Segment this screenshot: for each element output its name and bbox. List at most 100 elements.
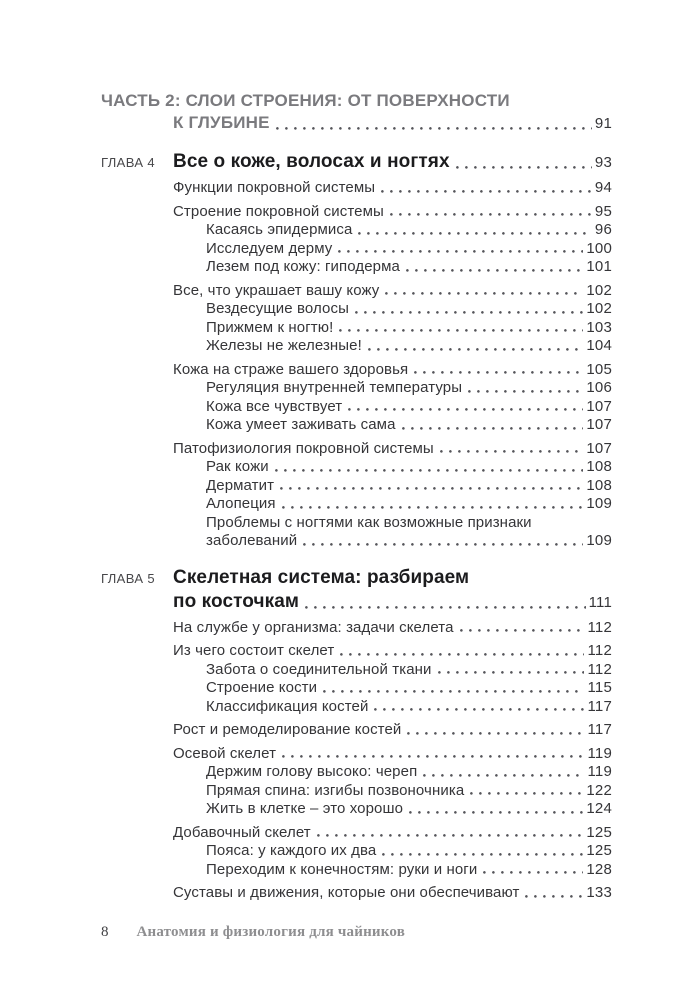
toc-entry-line: Дерматит 108 bbox=[206, 476, 612, 495]
toc-entry-line: Кожа на страже вашего здоровья 105 bbox=[173, 360, 612, 379]
toc-entry: Кожа умеет заживать сама 107 bbox=[173, 416, 612, 435]
dot-leader bbox=[348, 397, 584, 416]
chapter-label: ГЛАВА 4 bbox=[101, 155, 156, 170]
toc-entry: Патофизиология покровной системы 107 bbox=[173, 439, 612, 458]
entry-page-number: 125 bbox=[586, 842, 612, 859]
entry-label: Рак кожи bbox=[206, 458, 269, 475]
toc-entry: Кожа на страже вашего здоровья 105 bbox=[173, 360, 612, 379]
dot-leader bbox=[401, 416, 584, 435]
entry-label: Все, что украшает вашу кожу bbox=[173, 281, 380, 299]
toc-entry-line: Классификация костей 117 bbox=[206, 697, 612, 716]
toc-entry: Регуляция внутренней температуры 106 bbox=[173, 379, 612, 398]
entry-label: Кожа на страже вашего здоровья bbox=[173, 360, 409, 378]
toc-entry-line: Суставы и движения, которые они обеспечи… bbox=[173, 884, 612, 903]
dot-leader bbox=[280, 476, 584, 495]
entry-label: Пояса: у каждого их два bbox=[206, 842, 377, 859]
dot-leader bbox=[367, 337, 584, 356]
toc-entry-line: На службе у организма: задачи скелета 112 bbox=[173, 618, 612, 637]
entry-page-number: 112 bbox=[587, 642, 612, 659]
toc-entry: Прямая спина: изгибы позвоночника 122 bbox=[173, 781, 612, 800]
entry-page-number: 112 bbox=[587, 618, 612, 636]
dot-leader bbox=[340, 642, 585, 661]
toc-entry: Жить в клетке – это хорошо 124 bbox=[173, 800, 612, 819]
dot-leader bbox=[423, 763, 585, 782]
toc-entry-line: Лезем под кожу: гиподерма 101 bbox=[206, 258, 612, 277]
entry-label: Алопеция bbox=[206, 495, 276, 512]
toc-entry-line: Алопеция 109 bbox=[206, 495, 612, 514]
dot-leader bbox=[275, 112, 592, 135]
entry-label: Функции покровной системы bbox=[173, 179, 376, 196]
toc-entry-line: Осевой скелет 119 bbox=[173, 744, 612, 763]
entry-page-number: 101 bbox=[586, 258, 612, 275]
dot-leader bbox=[455, 150, 592, 174]
toc-entry-line: Рак кожи 108 bbox=[206, 458, 612, 477]
toc-entry: Все, что украшает вашу кожу 102 bbox=[173, 281, 612, 300]
toc-entry: Осевой скелет 119 bbox=[173, 744, 612, 763]
toc-entry: Алопеция 109 bbox=[173, 495, 612, 514]
chapter-title-text: Все о коже, волосах и ногтях bbox=[173, 151, 450, 172]
entry-label: Добавочный скелет bbox=[173, 823, 311, 841]
entry-page-number: 107 bbox=[586, 397, 612, 415]
dot-leader bbox=[414, 360, 584, 379]
toc-entry: Проблемы с ногтями как возможные признак… bbox=[173, 514, 612, 551]
entry-page-number: 103 bbox=[586, 318, 612, 336]
part-page-number: 91 bbox=[594, 115, 612, 132]
entry-label: Рост и ремоделирование костей bbox=[173, 721, 402, 738]
toc-entry-line: Касаясь эпидермиса 96 bbox=[206, 221, 612, 240]
chapter-block: ГЛАВА 5 Скелетная система: разбираем по ко… bbox=[101, 566, 612, 903]
entry-label: Лезем под кожу: гиподерма bbox=[206, 258, 400, 275]
dot-leader bbox=[470, 781, 584, 800]
entry-page-number: 119 bbox=[587, 763, 612, 780]
part-title-text: К ГЛУБИНЕ bbox=[173, 113, 270, 132]
toc-entry-line: заболеваний 109 bbox=[206, 532, 612, 551]
entry-label: Забота о соединительной ткани bbox=[206, 660, 432, 678]
entry-label: Кожа умеет заживать сама bbox=[206, 416, 396, 433]
entry-label: Переходим к конечностям: руки и ноги bbox=[206, 860, 478, 878]
entry-page-number: 119 bbox=[587, 744, 612, 762]
running-title: Анатомия и физиология для чайников bbox=[136, 924, 406, 940]
part-title-line-1: ЧАСТЬ 2: СЛОИ СТРОЕНИЯ: ОТ ПОВЕРХНОСТИ bbox=[101, 91, 510, 110]
toc-entry: Переходим к конечностям: руки и ноги 128 bbox=[173, 860, 612, 879]
dot-leader bbox=[468, 379, 584, 398]
dot-leader bbox=[303, 532, 584, 551]
entry-page-number: 109 bbox=[586, 495, 612, 512]
toc-entry: Кожа все чувствует 107 bbox=[173, 397, 612, 416]
toc-entry: Держим голову высоко: череп 119 bbox=[173, 763, 612, 782]
toc-entry: Рост и ремоделирование костей 117 bbox=[173, 721, 612, 740]
dot-leader bbox=[338, 239, 584, 258]
entry-page-number: 105 bbox=[586, 360, 612, 378]
toc-entry: Лезем под кожу: гиподерма 101 bbox=[173, 258, 612, 277]
toc-entry-line: Переходим к конечностям: руки и ноги 128 bbox=[206, 860, 612, 879]
entry-label: Классификация костей bbox=[206, 697, 369, 715]
chapter-title: Скелетная система: разбираем по косточкам… bbox=[173, 566, 612, 614]
dot-leader bbox=[339, 318, 584, 337]
dot-leader bbox=[374, 697, 585, 716]
entry-label: Строение кости bbox=[206, 679, 318, 696]
dot-leader bbox=[305, 589, 586, 614]
entry-label: Кожа все чувствует bbox=[206, 397, 343, 415]
dot-leader bbox=[274, 458, 584, 477]
toc-entry-line: Все, что украшает вашу кожу 102 bbox=[173, 281, 612, 300]
entry-label: Прижмем к ногтю! bbox=[206, 318, 334, 336]
toc-entry: Строение покровной системы 95 bbox=[173, 202, 612, 221]
entry-page-number: 108 bbox=[586, 476, 612, 494]
entry-label: На службе у организма: задачи скелета bbox=[173, 618, 454, 636]
chapter-title-text: по косточкам bbox=[173, 590, 300, 612]
toc-entry: Строение кости 115 bbox=[173, 679, 612, 698]
toc-entry: Прижмем к ногтю! 103 bbox=[173, 318, 612, 337]
entry-label: Суставы и движения, которые они обеспечи… bbox=[173, 884, 520, 901]
entry-page-number: 115 bbox=[587, 679, 612, 696]
entry-page-number: 109 bbox=[586, 532, 612, 549]
dot-leader bbox=[483, 860, 584, 879]
entry-label: Жить в клетке – это хорошо bbox=[206, 800, 404, 817]
dot-leader bbox=[459, 618, 585, 637]
toc-entry-line: Жить в клетке – это хорошо 124 bbox=[206, 800, 612, 819]
part-heading: ЧАСТЬ 2: СЛОИ СТРОЕНИЯ: ОТ ПОВЕРХНОСТИ К… bbox=[101, 90, 612, 135]
toc-entry-line: Добавочный скелет 125 bbox=[173, 823, 612, 842]
chapter-page-number: 111 bbox=[588, 593, 612, 611]
entry-page-number: 122 bbox=[586, 781, 612, 799]
chapter-title: Все о коже, волосах и ногтях 93 bbox=[173, 150, 612, 174]
entry-page-number: 95 bbox=[594, 202, 612, 220]
entry-list: На службе у организма: задачи скелета 112… bbox=[101, 618, 612, 903]
